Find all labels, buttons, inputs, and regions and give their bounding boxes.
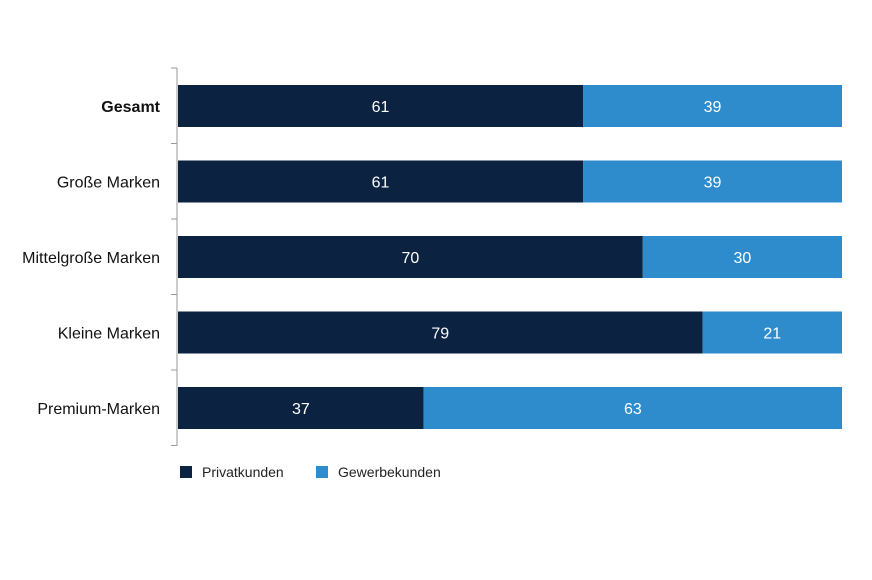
data-label: 30 — [734, 250, 752, 267]
data-label: 21 — [763, 326, 781, 343]
data-label: 70 — [402, 250, 420, 267]
category-label: Gesamt — [101, 99, 160, 116]
bar-privatkunden — [178, 311, 703, 354]
data-label: 37 — [292, 401, 310, 418]
bar-gewerbekunden — [583, 160, 842, 203]
category-label: Große Marken — [57, 175, 160, 192]
bar-gewerbekunden — [642, 236, 842, 278]
data-label: 39 — [704, 99, 722, 116]
data-label: 61 — [372, 99, 390, 116]
legend-label: Gewerbekunden — [338, 464, 441, 480]
bar-gewerbekunden — [423, 387, 842, 429]
legend: Privatkunden Gewerbekunden — [180, 464, 441, 480]
bar-privatkunden — [178, 85, 584, 127]
bar-privatkunden — [178, 387, 424, 429]
labels: Gesamt 61 39 Große Marken 61 39 Mittelgroße Ma… — [22, 99, 781, 418]
legend-swatch — [180, 466, 192, 478]
category-label: Premium-Marken — [37, 401, 160, 418]
bar-privatkunden — [178, 236, 643, 278]
legend-label: Privatkunden — [202, 464, 284, 480]
data-label: 63 — [624, 401, 642, 418]
category-label: Mittelgroße Marken — [22, 250, 160, 267]
bar-gewerbekunden — [583, 85, 842, 127]
data-label: 61 — [372, 175, 390, 192]
legend-swatch — [316, 466, 328, 478]
bar-gewerbekunden — [702, 311, 842, 354]
category-label: Kleine Marken — [58, 326, 160, 343]
category-axis — [171, 67, 178, 446]
bars — [178, 85, 842, 429]
data-label: 79 — [431, 326, 449, 343]
bar-privatkunden — [178, 160, 584, 203]
data-label: 39 — [704, 175, 722, 192]
